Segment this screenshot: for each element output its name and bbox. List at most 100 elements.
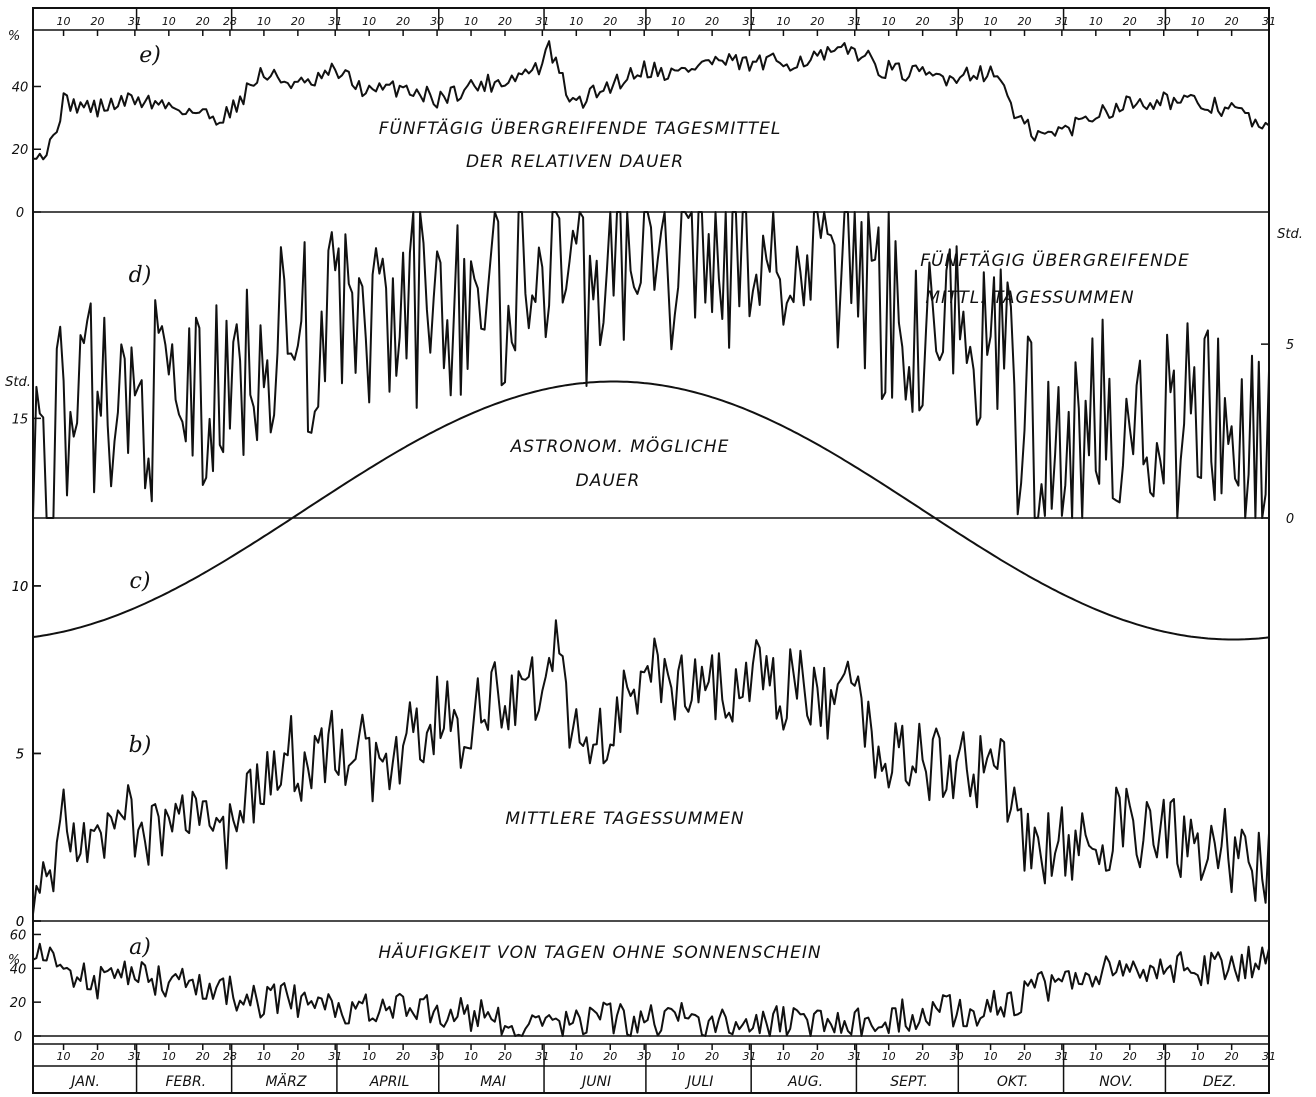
panel-c-title: ASTRONOM. MÖGLICHE (510, 435, 730, 457)
bottom-axis-tick-label: 31 (1055, 1050, 1069, 1063)
top-axis-tick-label: 10 (162, 15, 176, 28)
bottom-axis-tick-label: 10 (162, 1050, 176, 1063)
top-axis-tick-label: 30 (1157, 15, 1171, 28)
top-axis-tick-label: 20 (396, 15, 410, 28)
top-axis-tick-label: 10 (882, 15, 896, 28)
bottom-axis-tick-label: 10 (984, 1050, 998, 1063)
top-axis-tick-label: 28 (223, 15, 237, 28)
top-axis-tick-label: 20 (1123, 15, 1137, 28)
panel-d: 0 5 Std. (32, 211, 1303, 527)
bottom-axis-tick-label: 10 (1089, 1050, 1103, 1063)
bottom-day-axis: 10 20 31 JAN. 10 20 28 FEBR. 10 20 31 MÄRZ 10 20 30 APR… (33, 1043, 1276, 1093)
bottom-axis-tick-label: 10 (569, 1050, 583, 1063)
panel-b-ytick-label: 5 (16, 747, 24, 762)
bottom-axis-tick-label: 10 (671, 1050, 685, 1063)
bottom-axis-tick-label: 10 (1191, 1050, 1205, 1063)
top-axis-tick-label: 20 (196, 15, 210, 28)
bottom-axis-tick-label: 20 (1018, 1050, 1032, 1063)
bottom-axis-tick-label: 31 (1262, 1050, 1276, 1063)
top-axis-tick-label: 20 (916, 15, 930, 28)
panel-b-ytick-label: 0 (16, 915, 24, 930)
panel-d-ytick-label: 5 (1286, 338, 1294, 353)
panel-a-curve (32, 942, 1270, 1037)
bottom-axis-tick-label: 31 (848, 1050, 862, 1063)
panel-a-ytick-label: 40 (10, 962, 27, 977)
top-axis-tick-label: 10 (362, 15, 376, 28)
month-label-0: JAN. (68, 1074, 100, 1090)
bottom-axis-tick-label: 30 (637, 1050, 651, 1063)
month-label-7: AUG. (787, 1074, 823, 1090)
panel-e-title: FÜNFTÄGIG ÜBERGREIFENDE TAGESMITTEL (379, 117, 782, 139)
top-axis-tick-label: 10 (464, 15, 478, 28)
bottom-axis-tick-label: 20 (396, 1050, 410, 1063)
month-label-4: MAI (480, 1074, 506, 1090)
bottom-axis-tick-label: 30 (950, 1050, 964, 1063)
panel-e-curve (32, 40, 1270, 161)
panel-b-title: MITTLERE TAGESSUMMEN (505, 809, 744, 829)
bottom-axis-tick-label: 20 (291, 1050, 305, 1063)
bottom-axis-tick-label: 20 (916, 1050, 930, 1063)
month-label-2: MÄRZ (265, 1072, 306, 1090)
bottom-axis-tick-label: 10 (257, 1050, 271, 1063)
panel-c-ytick-label: 10 (12, 580, 29, 595)
panel-e: 0 20 40% (8, 29, 1270, 221)
month-label-9: OKT. (997, 1074, 1029, 1090)
panel-b: 0 5 10 (12, 580, 1270, 930)
panel-d-subtitle: MITTL. TAGESSUMMEN (925, 288, 1134, 308)
top-axis-tick-label: 10 (57, 15, 71, 28)
top-axis-tick-label: 30 (950, 15, 964, 28)
bottom-axis-tick-label: 20 (196, 1050, 210, 1063)
chart-titles: e) FÜNFTÄGIG ÜBERGREIFENDE TAGESMITTEL DER… (129, 43, 1189, 963)
bottom-axis-tick-label: 20 (603, 1050, 617, 1063)
bottom-axis-tick-label: 31 (128, 1050, 142, 1063)
panel-a: 0 20 40 60% (8, 928, 1270, 1045)
panel-c-label: c) (130, 569, 151, 594)
top-day-axis: 10 20 31 10 20 28 10 20 31 10 20 30 10 20 31 10 20 30 10 20… (33, 8, 1276, 36)
bottom-axis-tick-label: 20 (1225, 1050, 1239, 1063)
month-label-6: JULI (684, 1074, 713, 1090)
top-axis-tick-label: 31 (1055, 15, 1069, 28)
panel-e-unit: % (8, 29, 20, 44)
panel-e-ytick-label: 20 (12, 143, 29, 158)
bottom-axis-tick-label: 20 (705, 1050, 719, 1063)
top-axis-tick-label: 10 (1089, 15, 1103, 28)
top-axis-tick-label: 20 (810, 15, 824, 28)
top-axis-tick-label: 10 (569, 15, 583, 28)
panel-e-subtitle: DER RELATIVEN DAUER (466, 152, 684, 172)
top-axis-tick-label: 20 (291, 15, 305, 28)
outer-frame (32, 7, 1270, 1094)
top-axis-tick-label: 31 (535, 15, 549, 28)
month-label-5: JUNI (579, 1074, 611, 1090)
top-axis-tick-label: 10 (257, 15, 271, 28)
bottom-axis-tick-label: 10 (57, 1050, 71, 1063)
panel-d-title: FÜNFTÄGIG ÜBERGREIFENDE (920, 249, 1189, 271)
top-axis-tick-label: 31 (848, 15, 862, 28)
month-label-11: DEZ. (1203, 1074, 1237, 1090)
panel-c-ytick-label: 5 (16, 747, 24, 762)
top-axis-tick-label: 10 (1191, 15, 1205, 28)
panel-b-ytick-label: 10 (12, 580, 29, 595)
panel-a-ytick-label: 60 (10, 928, 27, 943)
panel-c-unit: Std. (5, 375, 31, 390)
panel-c-ytick-label: 15 (12, 412, 29, 427)
top-axis-tick-label: 20 (1018, 15, 1032, 28)
panel-d-ytick-label: 0 (1286, 512, 1294, 527)
top-axis-tick-label: 30 (637, 15, 651, 28)
top-axis-tick-label: 31 (1262, 15, 1276, 28)
bottom-axis-tick-label: 20 (810, 1050, 824, 1063)
panel-d-curve (32, 211, 1270, 519)
month-label-8: SEPT. (890, 1074, 928, 1090)
panel-e-ytick-label: 0 (16, 206, 24, 221)
panel-a-unit: % (8, 953, 20, 968)
top-axis-tick-label: 31 (328, 15, 342, 28)
bottom-axis-tick-label: 20 (498, 1050, 512, 1063)
panel-b-label: b) (129, 733, 152, 758)
month-label-1: FEBR. (165, 1074, 206, 1090)
bottom-axis-tick-label: 31 (328, 1050, 342, 1063)
panel-e-label: e) (139, 43, 161, 68)
bottom-axis-tick-label: 20 (91, 1050, 105, 1063)
panel-a-ytick-label: 0 (14, 1030, 22, 1045)
bottom-axis-tick-label: 31 (535, 1050, 549, 1063)
panel-c-subtitle: DAUER (576, 471, 641, 491)
